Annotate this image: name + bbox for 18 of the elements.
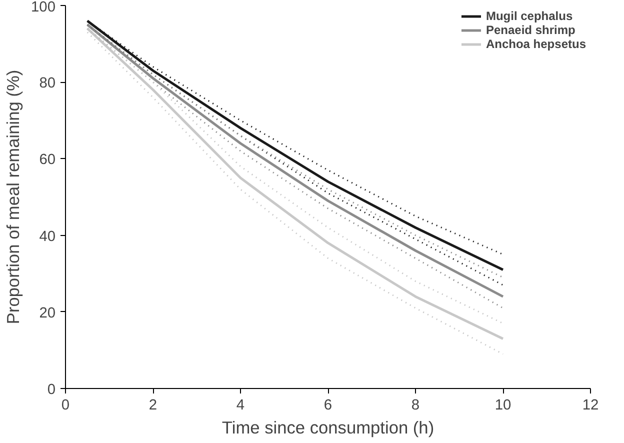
- x-tick-label: 8: [411, 398, 420, 414]
- x-axis-title: Time since consumption (h): [222, 418, 434, 438]
- x-tick-label: 12: [582, 398, 599, 414]
- y-tick-label: 0: [47, 382, 56, 398]
- y-tick-label: 60: [39, 152, 56, 168]
- y-tick-label: 20: [39, 305, 56, 322]
- x-tick-label: 0: [61, 398, 70, 414]
- y-axis-title: Proportion of meal remaining (%): [3, 70, 24, 324]
- x-tick-label: 10: [494, 398, 512, 414]
- y-tick-label: 80: [39, 76, 56, 92]
- y-tick-label: 40: [39, 228, 56, 245]
- legend-label: Anchoa hepsetus: [486, 37, 586, 51]
- x-tick-label: 6: [324, 398, 332, 414]
- x-tick-label: 2: [148, 398, 158, 414]
- legend-label: Penaeid shrimp: [486, 23, 576, 37]
- y-tick-label: 100: [31, 0, 56, 16]
- legend-label: Mugil cephalus: [486, 9, 573, 23]
- x-tick-label: 4: [236, 398, 245, 414]
